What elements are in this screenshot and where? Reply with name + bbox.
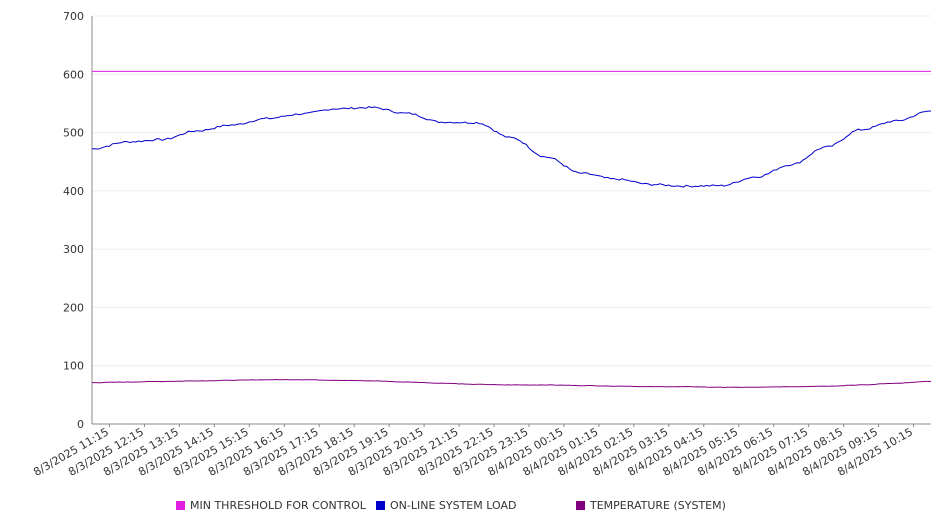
y-tick-label: 600 <box>63 68 84 81</box>
legend-item-min-threshold[interactable]: MIN THRESHOLD FOR CONTROL <box>176 499 366 512</box>
legend-label-system-load: ON-LINE SYSTEM LOAD <box>390 499 517 512</box>
grid-lines <box>92 15 931 425</box>
series-line-temperature-system[interactable] <box>92 378 932 389</box>
y-axis-ticks: 0 100 200 300 400 500 600 700 <box>63 10 84 431</box>
legend-swatch-min-threshold <box>176 501 185 510</box>
x-axis-ticks: 8/3/2025 11:158/3/2025 12:158/3/2025 13:… <box>31 424 915 479</box>
y-tick-label: 700 <box>63 10 84 23</box>
y-tick-label: 400 <box>63 185 84 198</box>
legend-label-min-threshold: MIN THRESHOLD FOR CONTROL <box>190 499 366 512</box>
y-tick-label: 0 <box>77 418 84 431</box>
y-tick-label: 100 <box>63 360 84 373</box>
legend-swatch-temperature <box>576 501 585 510</box>
legend: MIN THRESHOLD FOR CONTROL ON-LINE SYSTEM… <box>0 499 946 515</box>
legend-item-system-load[interactable]: ON-LINE SYSTEM LOAD <box>376 499 516 512</box>
y-tick-label: 200 <box>63 301 84 314</box>
y-tick-label: 300 <box>63 243 84 256</box>
series-lines <box>91 70 932 389</box>
y-tick-label: 500 <box>63 127 84 140</box>
legend-swatch-system-load <box>376 501 385 510</box>
axes <box>91 16 931 425</box>
legend-item-temperature[interactable]: TEMPERATURE (SYSTEM) <box>576 499 726 512</box>
series-line-on-line-system-load[interactable] <box>91 106 932 188</box>
legend-label-temperature: TEMPERATURE (SYSTEM) <box>590 499 726 512</box>
